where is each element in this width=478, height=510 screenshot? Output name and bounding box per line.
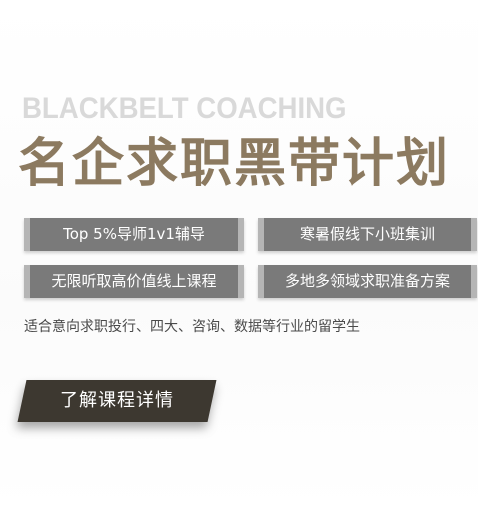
feature-tag-online-courses: 无限听取高价值线上课程 (24, 265, 244, 298)
headline: 名企求职黑带计划 (18, 134, 451, 194)
audience-text: 适合意向求职投行、四大、咨询、数据等行业的留学生 (24, 319, 360, 335)
eyebrow-text: BLACKBELT COACHING (22, 92, 347, 125)
course-details-label: 了解课程详情 (60, 390, 174, 411)
feature-tag-job-plan: 多地多领域求职准备方案 (258, 265, 477, 298)
feature-tag-bootcamp: 寒暑假线下小班集训 (258, 218, 477, 251)
feature-tag-mentor: Top 5%导师1v1辅导 (24, 218, 244, 251)
course-details-button[interactable]: 了解课程详情 (17, 380, 217, 422)
